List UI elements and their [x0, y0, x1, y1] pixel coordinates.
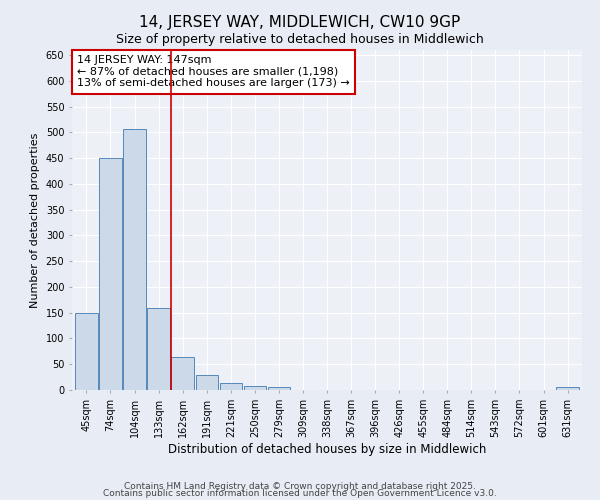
Bar	[75, 312, 98, 390]
Bar	[556, 388, 579, 390]
Bar	[148, 308, 170, 390]
Bar	[220, 384, 242, 390]
Text: Contains HM Land Registry data © Crown copyright and database right 2025.: Contains HM Land Registry data © Crown c…	[124, 482, 476, 491]
Text: 14, JERSEY WAY, MIDDLEWICH, CW10 9GP: 14, JERSEY WAY, MIDDLEWICH, CW10 9GP	[139, 15, 461, 30]
Text: Contains public sector information licensed under the Open Government Licence v3: Contains public sector information licen…	[103, 490, 497, 498]
Y-axis label: Number of detached properties: Number of detached properties	[30, 132, 40, 308]
Bar	[268, 388, 290, 390]
Bar	[196, 374, 218, 390]
X-axis label: Distribution of detached houses by size in Middlewich: Distribution of detached houses by size …	[168, 442, 486, 456]
Text: Size of property relative to detached houses in Middlewich: Size of property relative to detached ho…	[116, 32, 484, 46]
Bar	[244, 386, 266, 390]
Bar	[124, 129, 146, 390]
Bar	[100, 158, 122, 390]
Text: 14 JERSEY WAY: 147sqm
← 87% of detached houses are smaller (1,198)
13% of semi-d: 14 JERSEY WAY: 147sqm ← 87% of detached …	[77, 55, 350, 88]
Bar	[172, 356, 194, 390]
